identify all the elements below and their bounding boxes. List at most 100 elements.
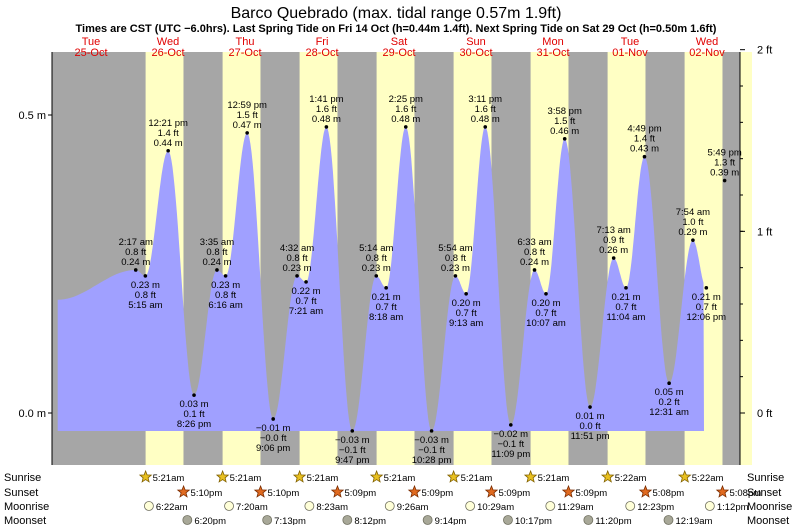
sunrise-time-label: 5:21am bbox=[153, 473, 185, 484]
tide-feet-label: 0.8 ft bbox=[445, 253, 466, 264]
tide-feet-label: 1.5 ft bbox=[237, 110, 258, 121]
tide-point bbox=[304, 280, 308, 284]
tide-time-label: 11:09 pm bbox=[491, 449, 530, 460]
tide-meter-label: −0.03 m bbox=[335, 435, 370, 446]
tide-feet-label: −0.1 ft bbox=[418, 445, 445, 456]
tide-meter-label: 0.48 m bbox=[471, 114, 500, 125]
moonrise-icon bbox=[704, 501, 715, 511]
moonrise-time-label: 7:20am bbox=[236, 502, 268, 513]
sunrise-icon bbox=[292, 469, 307, 483]
tide-time-label: 5:54 am bbox=[438, 243, 472, 254]
tide-meter-label: 0.20 m bbox=[531, 298, 560, 309]
tide-meter-label: 0.23 m bbox=[131, 280, 160, 291]
right-axis-band bbox=[740, 52, 752, 465]
tide-feet-label: 0.7 ft bbox=[456, 308, 477, 319]
day-date-label: 31-Oct bbox=[536, 47, 569, 59]
tide-feet-label: 0.8 ft bbox=[125, 247, 146, 258]
tide-point bbox=[295, 274, 299, 278]
moonrise-time-label: 9:26am bbox=[397, 502, 429, 513]
moonset-time-label: 9:14pm bbox=[435, 516, 467, 525]
sunrise-icon bbox=[369, 469, 384, 483]
tide-time-label: 9:47 pm bbox=[335, 455, 369, 466]
tide-time-label: 4:32 am bbox=[280, 243, 314, 254]
moonset-icon bbox=[503, 515, 513, 525]
tide-point bbox=[611, 256, 616, 260]
tide-time-label: 12:59 pm bbox=[227, 100, 267, 111]
tide-time-label: 2:25 pm bbox=[389, 94, 423, 105]
moonset-time-label: 6:20pm bbox=[194, 516, 226, 525]
sunrise-row-label-right: Sunrise bbox=[747, 472, 784, 484]
tide-point bbox=[691, 238, 695, 242]
tide-time-label: 10:28 pm bbox=[412, 455, 452, 466]
tide-meter-label: 0.20 m bbox=[452, 298, 481, 309]
tide-time-label: 11:51 pm bbox=[571, 431, 610, 442]
tide-feet-label: 1.0 ft bbox=[682, 217, 703, 228]
day-date-label: 26-Oct bbox=[151, 47, 184, 59]
tide-time-label: 5:14 am bbox=[359, 243, 393, 254]
day-date-label: 02-Nov bbox=[689, 47, 725, 59]
tide-feet-label: 1.6 ft bbox=[475, 104, 496, 115]
tide-point bbox=[509, 423, 513, 427]
tide-time-label: 3:58 pm bbox=[548, 106, 582, 117]
sunrise-time-label: 5:22am bbox=[692, 473, 724, 484]
tide-meter-label: 0.21 m bbox=[611, 292, 640, 303]
sunset-time-label: 5:09pm bbox=[421, 488, 453, 499]
tide-feet-label: 0.7 ft bbox=[696, 302, 717, 313]
sunset-time-label: 5:10pm bbox=[268, 488, 300, 499]
tide-time-label: 12:21 pm bbox=[148, 118, 188, 129]
tide-meter-label: 0.23 m bbox=[211, 280, 240, 291]
tide-time-label: 5:49 pm bbox=[707, 148, 741, 159]
tide-point bbox=[483, 125, 488, 129]
tide-point bbox=[453, 274, 458, 278]
tide-point bbox=[562, 137, 567, 141]
tide-meter-label: 0.05 m bbox=[655, 387, 684, 398]
tide-meter-label: 0.39 m bbox=[710, 168, 739, 179]
tide-point bbox=[223, 274, 228, 278]
tide-feet-label: 1.5 ft bbox=[554, 116, 575, 127]
sunset-icon bbox=[715, 484, 730, 498]
tide-time-label: 3:11 pm bbox=[468, 94, 502, 105]
tide-point bbox=[245, 131, 249, 135]
moonset-time-label: 12:19am bbox=[676, 516, 713, 525]
moonrise-row-label-right: Moonrise bbox=[747, 501, 792, 513]
tide-meter-label: 0.43 m bbox=[630, 144, 659, 155]
tide-point bbox=[166, 148, 170, 153]
day-name-label: Fri bbox=[316, 36, 329, 48]
tide-point bbox=[384, 286, 388, 290]
sunrise-row-label-left: Sunrise bbox=[4, 472, 41, 484]
moonset-row-label-left: Moonset bbox=[4, 515, 46, 525]
tide-feet-label: 0.9 ft bbox=[603, 235, 624, 246]
sunset-row-label-right: Sunset bbox=[747, 487, 781, 499]
tide-meter-label: 0.22 m bbox=[292, 286, 321, 297]
tide-meter-label: 0.24 m bbox=[121, 257, 150, 268]
tide-time-label: 9:13 am bbox=[449, 318, 483, 329]
moonrise-icon bbox=[224, 501, 234, 511]
tide-meter-label: 0.26 m bbox=[599, 245, 628, 256]
tide-feet-label: 1.6 ft bbox=[395, 104, 416, 115]
moonset-icon bbox=[422, 515, 433, 525]
sunrise-icon bbox=[446, 469, 461, 483]
tide-point bbox=[544, 292, 548, 296]
tide-point bbox=[215, 268, 219, 272]
chart-title: Barco Quebrado (max. tidal range 0.57m 1… bbox=[231, 5, 562, 22]
tide-feet-label: 0.8 ft bbox=[215, 290, 236, 301]
sunrise-icon bbox=[138, 469, 153, 483]
sunset-icon bbox=[561, 484, 576, 498]
moonrise-icon bbox=[304, 501, 315, 511]
tide-feet-label: 0.8 ft bbox=[524, 247, 545, 258]
tide-meter-label: 0.23 m bbox=[441, 263, 470, 274]
moonset-time-label: 8:12pm bbox=[354, 516, 386, 525]
day-date-label: 30-Oct bbox=[459, 47, 492, 59]
sunset-time-label: 5:08pm bbox=[652, 488, 684, 499]
day-name-label: Wed bbox=[696, 36, 718, 48]
sunset-time-label: 5:10pm bbox=[191, 488, 223, 499]
sunrise-time-label: 5:22am bbox=[615, 473, 647, 484]
moonrise-time-label: 10:29am bbox=[477, 502, 514, 513]
tide-meter-label: 0.03 m bbox=[180, 399, 209, 410]
tide-feet-label: 1.3 ft bbox=[714, 158, 735, 169]
tide-meter-label: 0.29 m bbox=[678, 227, 707, 238]
tide-time-label: 9:06 pm bbox=[256, 443, 290, 454]
sunrise-icon bbox=[677, 469, 692, 483]
tide-point bbox=[588, 405, 592, 409]
moonset-time-label: 7:13pm bbox=[274, 516, 306, 525]
